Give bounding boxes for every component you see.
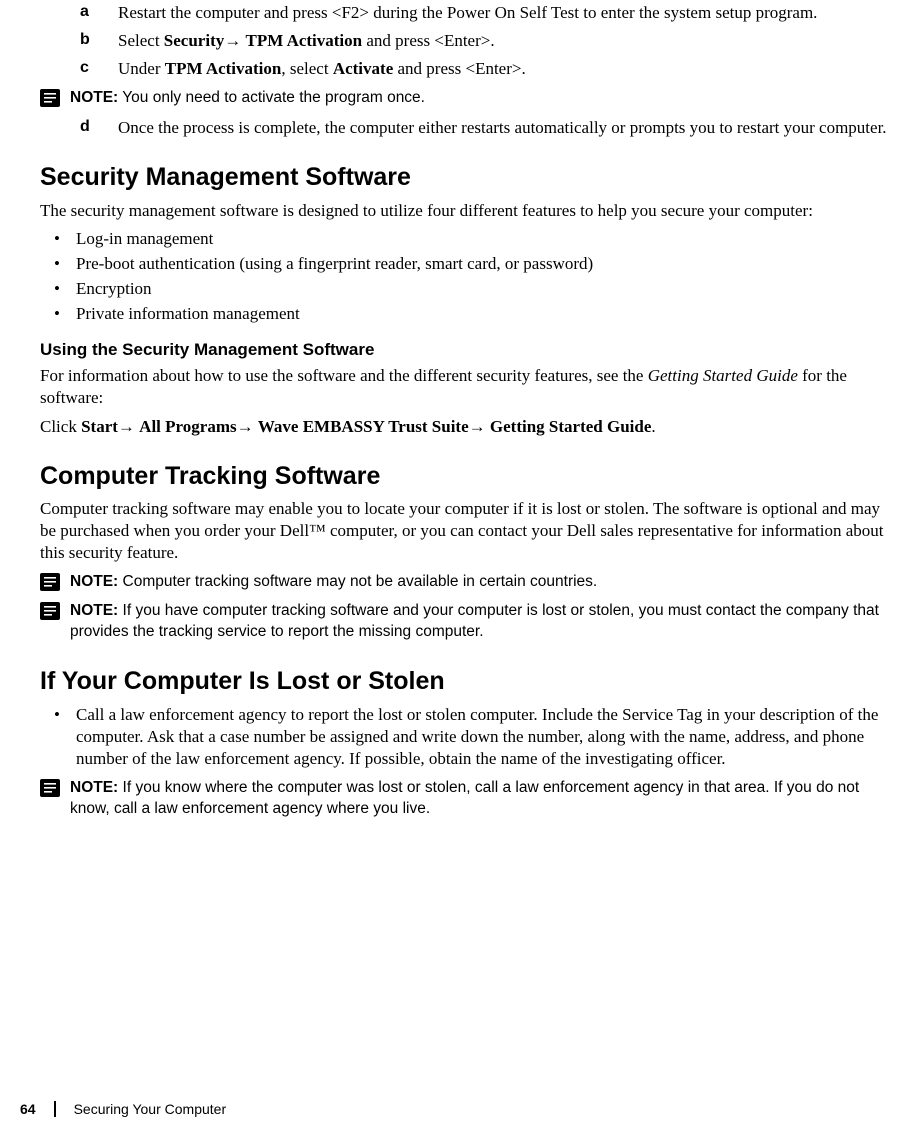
substep-letter: b [80,30,118,52]
list-item: Pre-boot authentication (using a fingerp… [48,253,895,275]
bold-wave-embassy: Wave EMBASSY Trust Suite [258,417,469,436]
heading-computer-tracking-software: Computer Tracking Software [40,460,895,493]
note-text: NOTE: If you know where the computer was… [64,778,895,820]
substep-d: d Once the process is complete, the comp… [80,117,895,139]
note-text: NOTE: If you have computer tracking soft… [64,601,895,643]
bold-security: Security [164,31,224,50]
bold-tpm-activation: TPM Activation [165,59,282,78]
note-label: NOTE: [70,89,118,106]
italic-getting-started-guide: Getting Started Guide [648,366,798,385]
footer-divider [54,1101,56,1117]
note-label: NOTE: [70,779,118,796]
paragraph-sms-intro: The security management software is desi… [40,200,895,222]
note-activate-once: NOTE: You only need to activate the prog… [40,88,895,109]
substep-letter: c [80,58,118,80]
substep-letter: d [80,117,118,139]
footer-section-title: Securing Your Computer [74,1100,227,1118]
lost-steps-list: Call a law enforcement agency to report … [48,704,895,770]
substep-body: Under TPM Activation, select Activate an… [118,58,895,80]
bold-getting-started-guide: Getting Started Guide [490,417,652,436]
text: , select [281,59,332,78]
note-icon [40,88,64,107]
text: and press <Enter>. [362,31,494,50]
note-label: NOTE: [70,573,118,590]
bold-start: Start [81,417,118,436]
page-footer: 64 Securing Your Computer [20,1100,226,1118]
list-item: Encryption [48,278,895,300]
note-text: NOTE: You only need to activate the prog… [64,88,895,109]
arrow: → [469,417,490,436]
list-item: Private information management [48,303,895,325]
note-icon [40,601,64,620]
heading-lost-or-stolen: If Your Computer Is Lost or Stolen [40,665,895,698]
paragraph-click-path: Click Start→ All Programs→ Wave EMBASSY … [40,416,895,438]
sms-feature-list: Log-in management Pre-boot authenticatio… [48,228,895,325]
text: For information about how to use the sof… [40,366,648,385]
note-body: Computer tracking software may not be av… [118,573,597,590]
arrow: → [237,417,258,436]
note-icon [40,778,64,797]
text: Under [118,59,165,78]
note-body: If you have computer tracking software a… [70,602,879,640]
note-icon [40,572,64,591]
note-label: NOTE: [70,602,118,619]
note-tracking-availability: NOTE: Computer tracking software may not… [40,572,895,593]
bold-tpm-activation: TPM Activation [245,31,362,50]
heading-security-management-software: Security Management Software [40,161,895,194]
note-body: You only need to activate the program on… [118,89,425,106]
heading-using-sms: Using the Security Management Software [40,339,895,361]
document-page: a Restart the computer and press <F2> du… [0,2,915,1146]
list-item: Log-in management [48,228,895,250]
substep-body: Once the process is complete, the comput… [118,117,895,139]
note-tracking-lost: NOTE: If you have computer tracking soft… [40,601,895,643]
text: . [651,417,655,436]
substep-body: Restart the computer and press <F2> duri… [118,2,895,24]
substep-b: b Select Security→ TPM Activation and pr… [80,30,895,52]
note-text: NOTE: Computer tracking software may not… [64,572,895,593]
arrow: → [118,417,139,436]
substep-letter: a [80,2,118,24]
text: and press <Enter>. [393,59,525,78]
page-number: 64 [20,1100,36,1118]
substep-a: a Restart the computer and press <F2> du… [80,2,895,24]
text: Click [40,417,81,436]
substep-c: c Under TPM Activation, select Activate … [80,58,895,80]
substep-body: Select Security→ TPM Activation and pres… [118,30,895,52]
bold-activate: Activate [333,59,393,78]
text: Select [118,31,164,50]
paragraph-tracking-body: Computer tracking software may enable yo… [40,498,895,564]
bold-all-programs: All Programs [139,417,236,436]
note-where-lost: NOTE: If you know where the computer was… [40,778,895,820]
paragraph-using-sms: For information about how to use the sof… [40,365,895,409]
list-item: Call a law enforcement agency to report … [48,704,895,770]
note-body: If you know where the computer was lost … [70,779,859,817]
arrow: → [224,31,245,50]
